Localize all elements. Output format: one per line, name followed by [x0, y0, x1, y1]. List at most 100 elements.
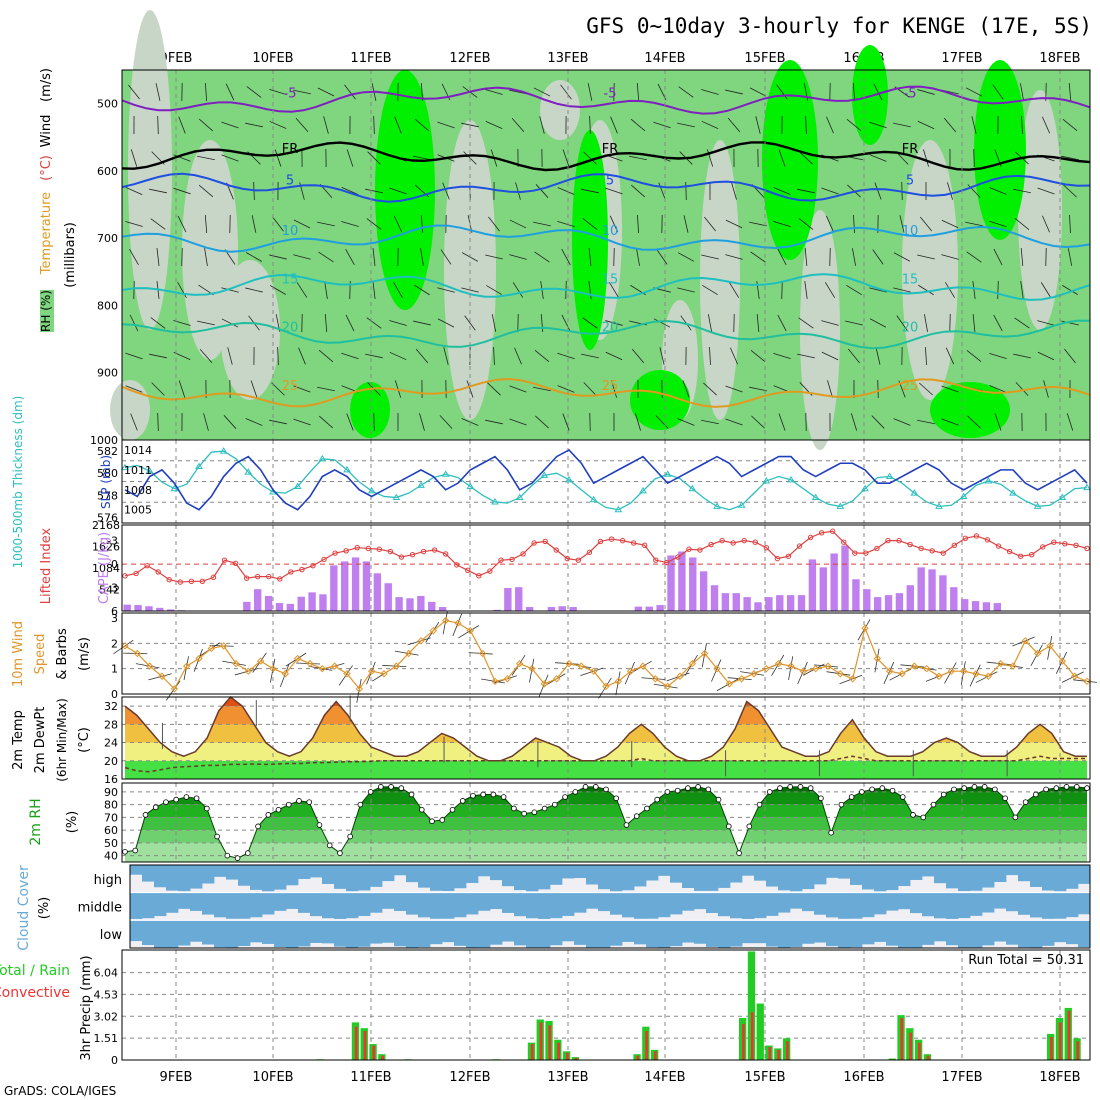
wind-barb — [804, 281, 808, 299]
cape-bar — [297, 596, 305, 611]
cape-axis-label: CAPE (J/kg) — [97, 532, 112, 604]
lifted-index-marker — [1006, 548, 1013, 555]
lifted-index-marker — [863, 550, 869, 556]
precip-convective-bar — [1076, 1041, 1080, 1060]
wind-barb — [295, 118, 309, 132]
lifted-index-marker — [343, 548, 349, 554]
lifted-index-marker — [221, 557, 228, 563]
lifted-index-marker — [829, 528, 836, 534]
wind-barb — [372, 248, 376, 266]
cloud-bar — [934, 892, 947, 919]
wind-barb — [588, 281, 592, 299]
wind-barb — [874, 182, 882, 200]
precip-convective-bar — [768, 1046, 772, 1060]
cloud-bar — [310, 892, 323, 917]
wind-barb — [413, 320, 431, 326]
wind-speed-label: Speed — [33, 634, 48, 675]
rh-marker — [592, 784, 599, 790]
isotherm-label: FR — [602, 142, 619, 157]
cloud-bar — [238, 892, 251, 919]
cloud-bar — [1078, 920, 1091, 948]
isotherm-label: 5 — [906, 174, 914, 189]
wind-barb — [873, 83, 883, 101]
precip-convective-bar — [900, 1018, 904, 1060]
isotherm-label: 20 — [602, 320, 619, 335]
wind-speed-marker — [799, 667, 808, 675]
cloud-bar — [682, 892, 695, 911]
wind-barb — [130, 413, 138, 431]
wind-barb — [631, 184, 645, 198]
wind-barb — [561, 248, 571, 266]
wind-speed-marker — [417, 637, 425, 645]
isotherm-label: 10 — [902, 224, 919, 239]
wind-barb — [1013, 353, 1031, 359]
lifted-index-marker — [719, 537, 725, 544]
cloud-row-label: low — [100, 928, 123, 943]
wind-tick-label: 0 — [111, 688, 118, 701]
lifted-tick-label: 0 — [111, 558, 118, 571]
cloud-bar — [490, 865, 503, 881]
cloud-bar — [598, 892, 611, 912]
cloud-bar — [298, 920, 311, 947]
rh-marker — [951, 786, 957, 793]
cloud-bar — [358, 920, 371, 947]
wind-barb — [678, 86, 694, 98]
dewpoint-axis-label: 2m DewPt — [33, 707, 48, 774]
wind-barb — [945, 282, 955, 298]
thickness-marker — [293, 482, 302, 489]
cloud-bar — [190, 865, 203, 889]
lifted-index-marker — [476, 573, 482, 579]
cloud-bar — [910, 920, 923, 948]
cape-bar — [678, 551, 686, 611]
wind-speed-marker — [910, 662, 919, 670]
cloud-bar — [514, 892, 527, 917]
lifted-index-marker — [531, 540, 537, 546]
cloud-bar — [802, 920, 815, 944]
cloud-bar — [946, 920, 959, 946]
wind-barb — [917, 419, 935, 425]
wind-speed-marker — [873, 654, 882, 663]
wind-barb — [1020, 281, 1024, 299]
precip-axis-label: 3hr Precip (mm) — [79, 955, 94, 1060]
cloud-bar — [922, 920, 935, 945]
cape-bar — [167, 609, 175, 611]
rh-marker — [285, 801, 292, 808]
cloud-bar — [958, 920, 971, 948]
thickness-marker — [170, 484, 179, 492]
rh-marker — [531, 809, 538, 816]
wind-barb — [994, 413, 1002, 431]
wind-barb — [373, 412, 375, 432]
wind-barb — [804, 248, 808, 266]
wind-barb — [373, 115, 375, 135]
lifted-index-marker — [653, 557, 659, 563]
wind-barb — [269, 419, 287, 425]
cloud-bar — [358, 892, 371, 917]
thickness-marker — [885, 472, 894, 480]
isotherm-label: 15 — [902, 273, 919, 288]
cloud-bar — [466, 920, 479, 948]
wind-barb — [989, 352, 1007, 360]
cloud-bar — [850, 865, 863, 885]
wind-barb — [925, 346, 927, 366]
lifted-index-marker — [885, 537, 891, 544]
wind-barb — [605, 187, 623, 195]
minmax-axis-label: (6hr Min/Max) — [55, 698, 69, 782]
date-tick-label: 15FEB — [744, 51, 785, 66]
wind-unit-label: (m/s) — [39, 68, 54, 102]
thickness-marker — [663, 470, 672, 477]
wind-speed-line — [124, 619, 1088, 690]
wind-barb — [468, 652, 493, 655]
date-tick-label: 11FEB — [350, 1070, 391, 1085]
wind-barb — [877, 379, 879, 399]
cloud-bar — [838, 865, 851, 879]
wind-barb — [366, 317, 382, 329]
wind-barb — [509, 418, 527, 426]
wind-barb — [317, 386, 335, 392]
cloud-bar — [1018, 920, 1031, 948]
cloud-bar — [1030, 865, 1043, 887]
wind-barb — [181, 247, 183, 267]
precip-convective-bar — [557, 1042, 560, 1060]
cape-bar — [873, 597, 882, 611]
lifted-index-marker — [498, 557, 504, 563]
cape-bar — [786, 595, 795, 611]
